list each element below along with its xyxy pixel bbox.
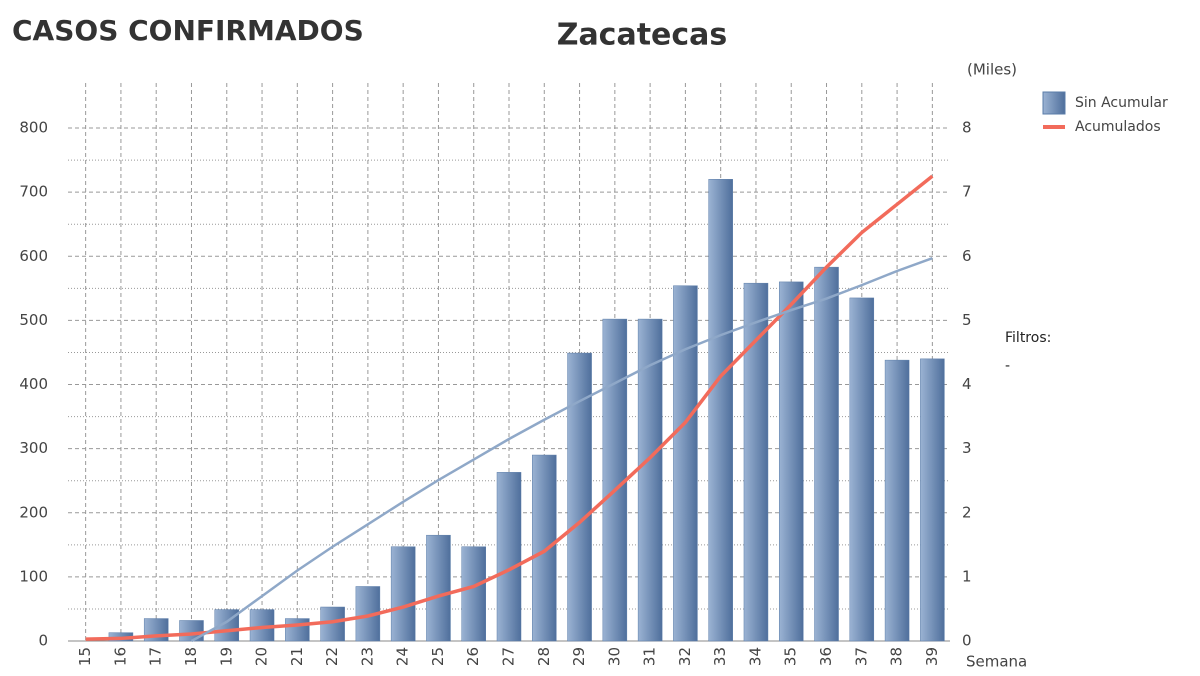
x-tick-label: 16 — [111, 647, 129, 666]
bar — [708, 179, 733, 642]
bar — [884, 359, 910, 642]
x-tick-label: 31 — [641, 647, 659, 666]
filters-label: Filtros: — [1005, 330, 1051, 346]
y-tick-label: 200 — [19, 503, 48, 521]
legend-label: Sin Acumular — [1075, 95, 1168, 111]
bar — [637, 318, 663, 642]
chart-title: Zacatecas — [557, 18, 728, 53]
x-tick-label: 35 — [782, 647, 800, 666]
x-tick-label: 39 — [923, 647, 941, 666]
y2-tick-label: 4 — [962, 375, 972, 393]
x-tick-label: 15 — [76, 647, 94, 666]
filters-value: - — [1005, 358, 1010, 374]
x-tick-label: 30 — [605, 647, 623, 666]
y-tick-label: 100 — [19, 567, 48, 585]
x-tick-label: 23 — [358, 647, 376, 666]
y-tick-label: 800 — [19, 119, 48, 137]
x-tick-label: 33 — [711, 647, 729, 666]
bar — [496, 472, 522, 642]
x-tick-label: 32 — [676, 647, 694, 666]
y2-tick-label: 6 — [962, 247, 972, 265]
y-tick-label: 0 — [38, 632, 48, 650]
x-tick-label: 29 — [570, 647, 588, 666]
bar — [567, 352, 592, 642]
x-tick-label: 19 — [217, 647, 235, 666]
bar — [532, 454, 557, 642]
y2-tick-label: 1 — [962, 567, 972, 585]
bar — [743, 282, 769, 642]
legend-label: Acumulados — [1075, 119, 1161, 135]
legend-swatch — [1042, 91, 1066, 115]
x-tick-label: 27 — [500, 647, 518, 666]
x-tick-label: 36 — [817, 647, 835, 666]
x-tick-label: 26 — [464, 647, 482, 666]
y-tick-label: 500 — [19, 311, 48, 329]
bar — [390, 546, 416, 642]
y2-tick-label: 7 — [962, 183, 972, 201]
bar — [179, 620, 204, 642]
line — [85, 174, 934, 641]
x-axis-label: Semana — [966, 653, 1027, 671]
x-tick-label: 24 — [394, 647, 412, 666]
bar — [673, 285, 698, 642]
header: CASOS CONFIRMADOS — [12, 14, 364, 47]
x-tick-label: 17 — [147, 647, 165, 666]
y-tick-label: 700 — [19, 183, 48, 201]
x-tick-label: 20 — [253, 647, 271, 666]
bar — [778, 281, 804, 642]
bar — [285, 618, 310, 642]
x-tick-label: 18 — [182, 647, 200, 666]
y2-tick-label: 0 — [962, 632, 972, 650]
trend-line — [190, 256, 933, 643]
x-tick-label: 28 — [535, 647, 553, 666]
x-tick-label: 22 — [323, 647, 341, 666]
y2-tick-label: 2 — [962, 503, 972, 521]
y-tick-label: 300 — [19, 439, 48, 457]
bar — [602, 318, 628, 642]
x-tick-label: 38 — [888, 647, 906, 666]
bar — [849, 297, 875, 642]
x-tick-label: 21 — [288, 647, 306, 666]
x-tick-label: 25 — [429, 647, 447, 666]
x-tick-label: 34 — [746, 647, 764, 666]
y2-tick-label: 5 — [962, 311, 972, 329]
y2-tick-label: 8 — [962, 119, 972, 137]
y-tick-label: 600 — [19, 247, 48, 265]
bar — [920, 358, 945, 642]
bar — [426, 534, 451, 642]
bar — [461, 546, 486, 642]
y2-axis-label: (Miles) — [967, 61, 1017, 79]
y-tick-label: 400 — [19, 375, 48, 393]
bar — [814, 266, 839, 642]
x-tick-label: 37 — [852, 647, 870, 666]
y2-tick-label: 3 — [962, 439, 972, 457]
